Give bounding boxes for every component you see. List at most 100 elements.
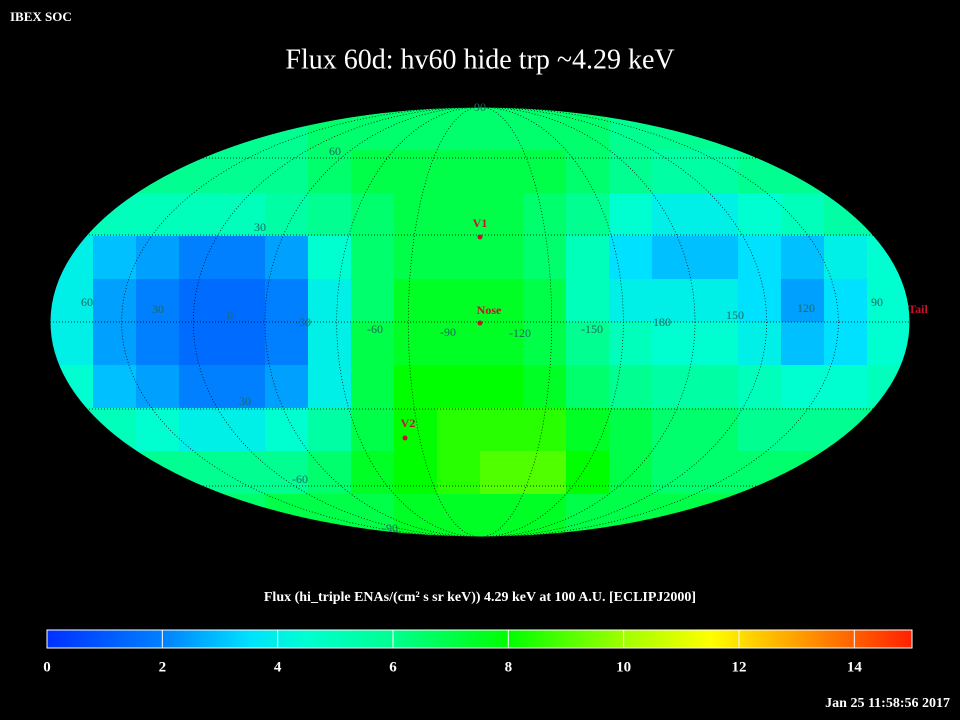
flux-cell (136, 408, 180, 452)
flux-cell (480, 236, 524, 280)
flux-cell (738, 279, 782, 323)
flux-cell (222, 236, 266, 280)
flux-cell (523, 150, 567, 194)
colorbar-tick-label: 6 (389, 659, 397, 675)
flux-cell (738, 107, 782, 151)
flux-cell (50, 150, 94, 194)
flux-cell (523, 322, 567, 366)
flux-cell (351, 451, 395, 495)
flux-cell (609, 279, 653, 323)
flux-cell (394, 107, 438, 151)
flux-cell (50, 494, 94, 537)
flux-cell (136, 236, 180, 280)
flux-cell (93, 451, 137, 495)
header: IBEX SOC (10, 9, 72, 24)
flux-cell (222, 322, 266, 366)
flux-cell (609, 236, 653, 280)
flux-cell (738, 322, 782, 366)
flux-cell (93, 193, 137, 237)
graticule-label: 120 (797, 301, 815, 315)
graticule-label: -120 (509, 326, 531, 340)
flux-cell (437, 322, 481, 366)
flux-cell (738, 365, 782, 409)
flux-cell (179, 107, 223, 151)
graticule-label: 0 (227, 308, 233, 322)
flux-cell (480, 365, 524, 409)
flux-cell (93, 322, 137, 366)
flux-cell (523, 365, 567, 409)
flux-cell (265, 279, 309, 323)
flux-cell (308, 322, 352, 366)
flux-cell (308, 150, 352, 194)
flux-cell (695, 107, 739, 151)
flux-cell (566, 236, 610, 280)
flux-cell (566, 494, 610, 537)
flux-cell (824, 150, 868, 194)
flux-cell (437, 150, 481, 194)
flux-cell (824, 365, 868, 409)
flux-cell (265, 322, 309, 366)
flux-cell (265, 451, 309, 495)
flux-cell (351, 150, 395, 194)
flux-cell (394, 365, 438, 409)
flux-cell (824, 494, 868, 537)
flux-cell (308, 451, 352, 495)
flux-cell (867, 193, 910, 237)
flux-cell (566, 150, 610, 194)
flux-cell (222, 451, 266, 495)
flux-cell (652, 193, 696, 237)
flux-cell (351, 236, 395, 280)
marker-label: V2 (401, 416, 416, 430)
flux-cell (93, 150, 137, 194)
marker-label: V1 (473, 216, 488, 230)
flux-cell (437, 193, 481, 237)
flux-cell (136, 279, 180, 323)
flux-cell (566, 279, 610, 323)
flux-cell (523, 236, 567, 280)
flux-cell (824, 451, 868, 495)
flux-cell (652, 408, 696, 452)
flux-cell (136, 322, 180, 366)
flux-cell (50, 408, 94, 452)
colorbar-tick-label: 8 (505, 659, 513, 675)
flux-cell (308, 408, 352, 452)
colorbar-tick-label: 14 (847, 659, 863, 675)
flux-cell (437, 365, 481, 409)
flux-cell (738, 408, 782, 452)
flux-cell (523, 279, 567, 323)
flux-cell (781, 408, 825, 452)
graticule-label: 90 (871, 295, 883, 309)
flux-cell (179, 494, 223, 537)
flux-cell (695, 150, 739, 194)
flux-cell (652, 365, 696, 409)
flux-cell (136, 193, 180, 237)
flux-cell (781, 322, 825, 366)
flux-cell (652, 150, 696, 194)
graticule-label: -90 (382, 521, 398, 535)
flux-cell (480, 494, 524, 537)
flux-cell (308, 193, 352, 237)
marker-dot (402, 435, 408, 441)
graticule-label: -30 (295, 315, 311, 329)
flux-cell (179, 365, 223, 409)
flux-cell (480, 322, 524, 366)
flux-cell (222, 408, 266, 452)
flux-cell (523, 451, 567, 495)
flux-cell (652, 279, 696, 323)
flux-cell (609, 150, 653, 194)
flux-cell (179, 193, 223, 237)
flux-cell (480, 150, 524, 194)
graticule-label: 30 (254, 220, 266, 234)
flux-cell (351, 322, 395, 366)
flux-cell (265, 408, 309, 452)
flux-cell (695, 236, 739, 280)
flux-cell (781, 107, 825, 151)
flux-cell (394, 408, 438, 452)
flux-cell (695, 322, 739, 366)
flux-cell (50, 365, 94, 409)
flux-cell (695, 408, 739, 452)
flux-cell (437, 408, 481, 452)
flux-cell (308, 236, 352, 280)
flux-cell (437, 494, 481, 537)
flux-cell (394, 193, 438, 237)
